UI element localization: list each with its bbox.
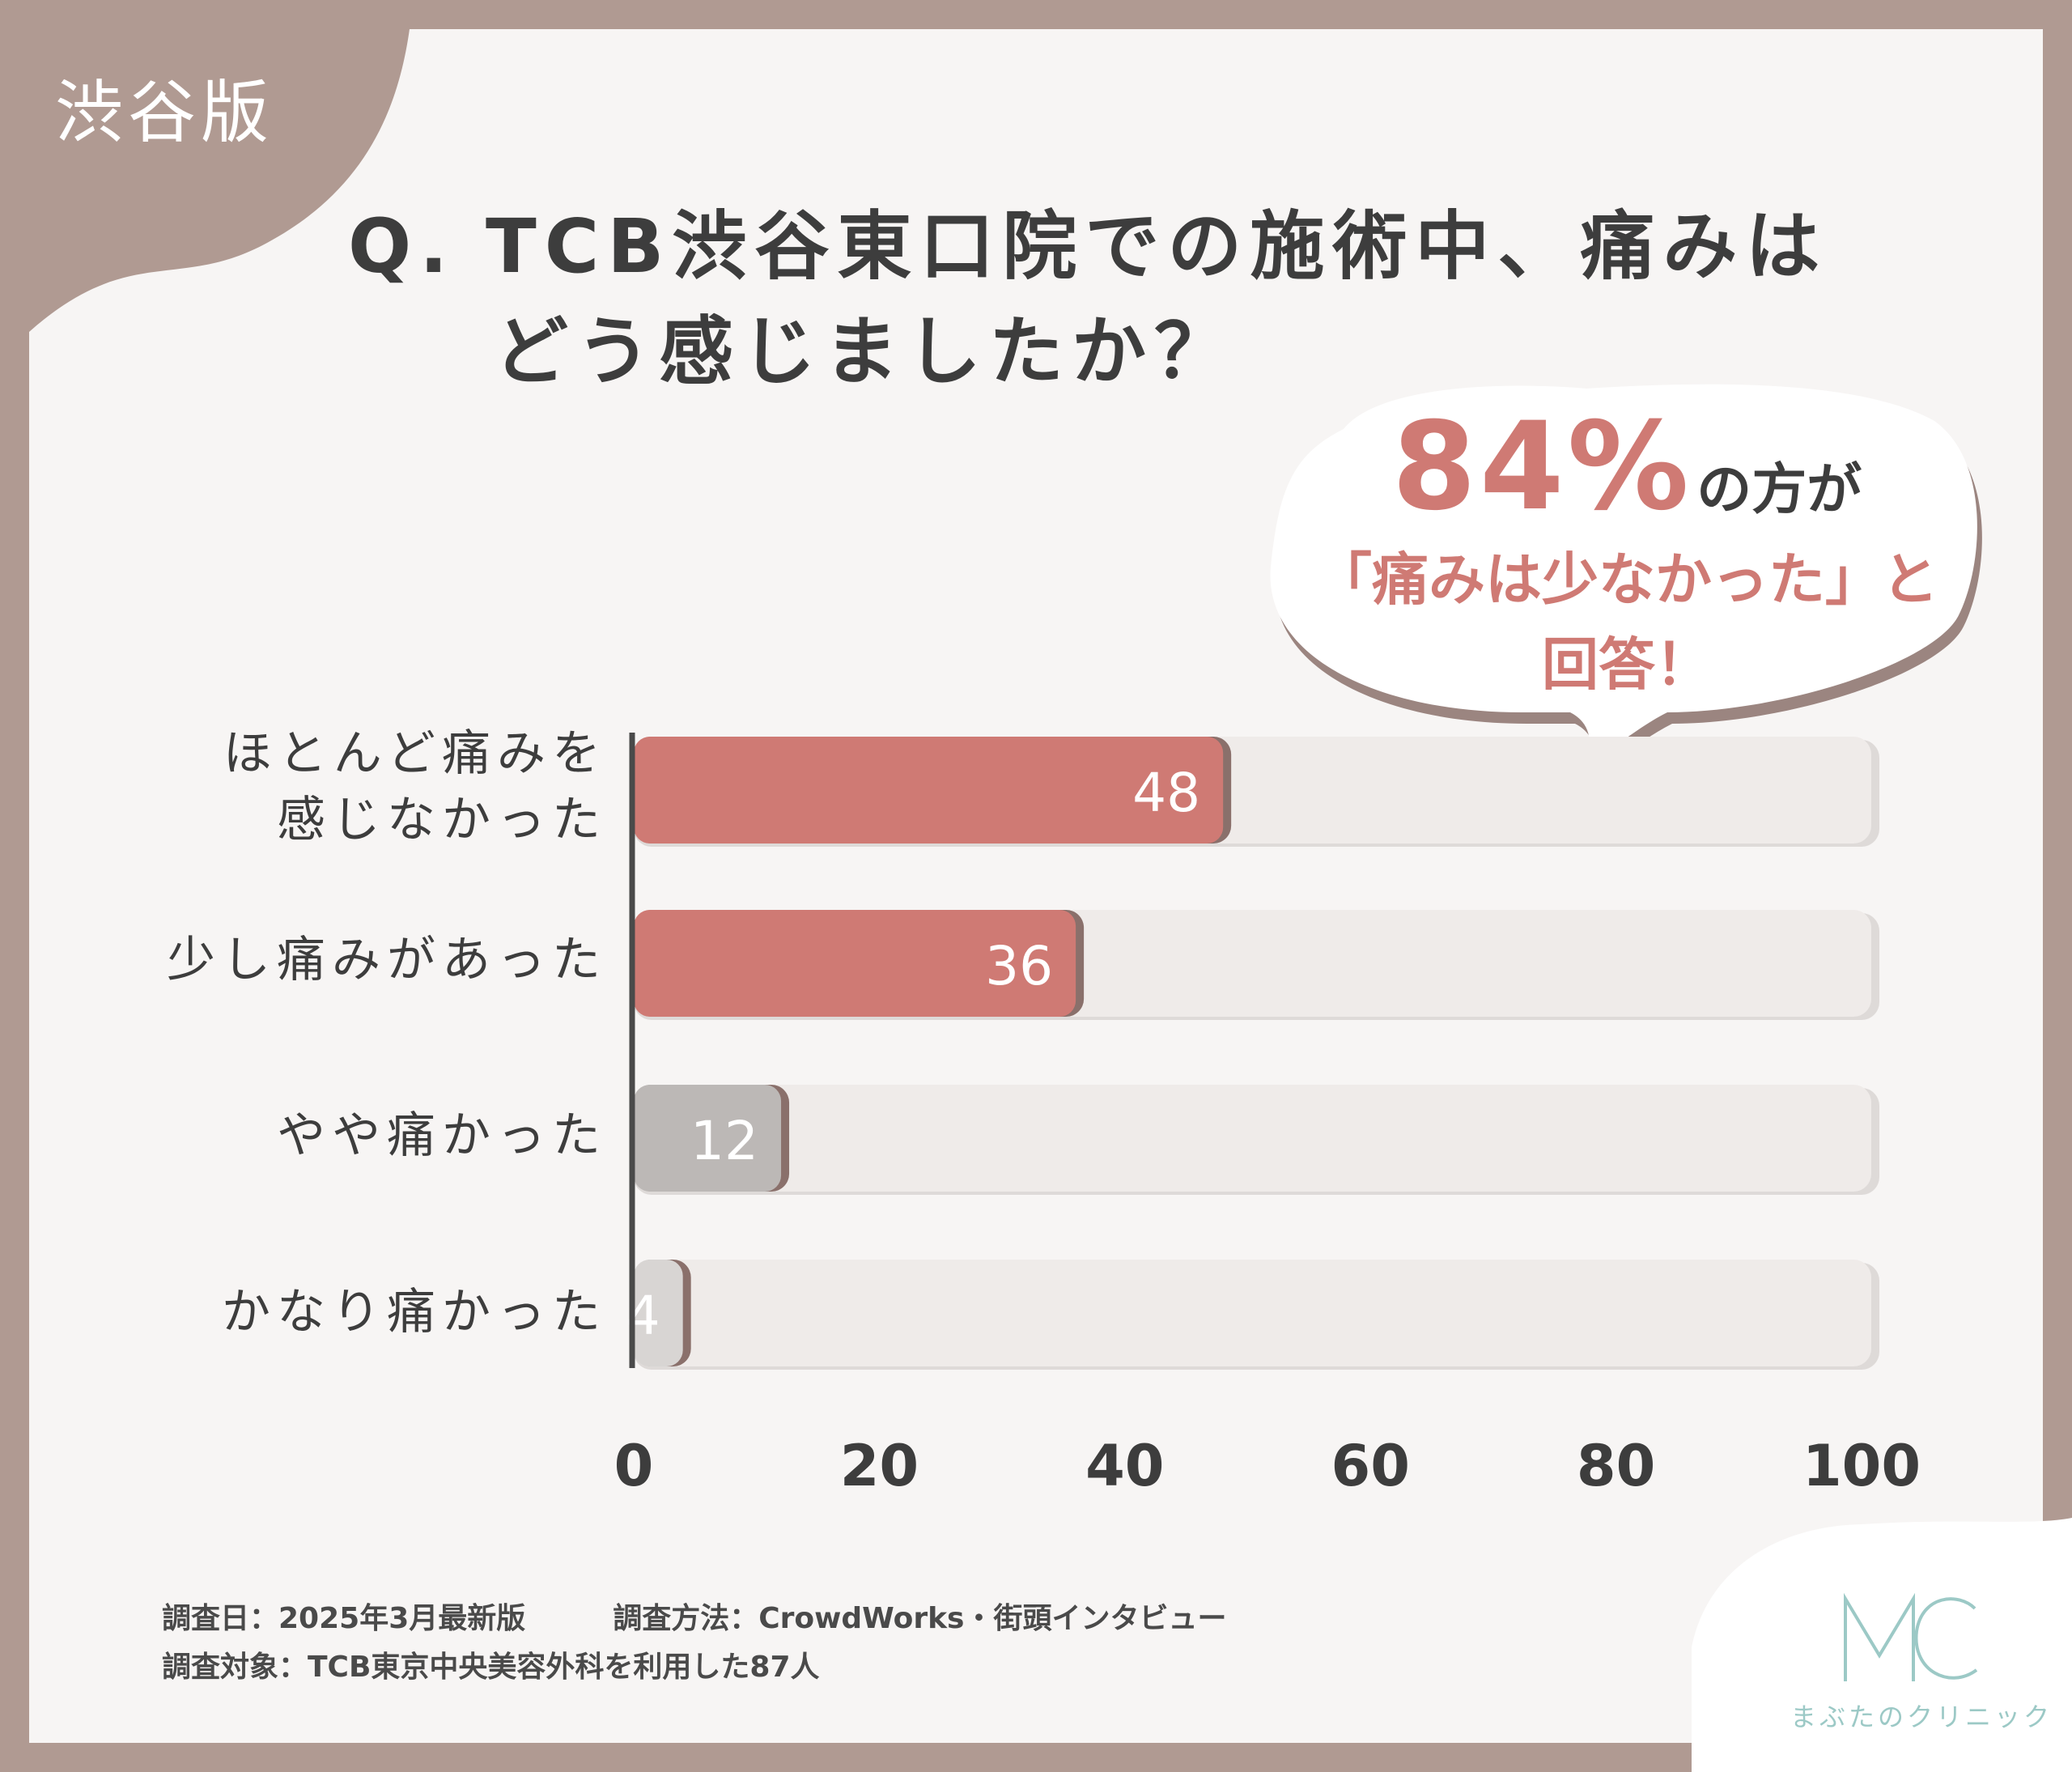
- footer-line-2: 調査対象：TCB東京中央美容外科を利用した87人: [162, 1651, 820, 1684]
- bar-value-label: 48: [1132, 762, 1200, 824]
- logo-name: まぶたのクリニック: [1790, 1702, 2053, 1732]
- question-prefix: Q.: [348, 203, 456, 290]
- category-label: 少し痛みがあった: [167, 927, 607, 993]
- footer-line-1: 調査日：2025年3月最新版 調査方法：CrowdWorks・街頭インタビュー: [162, 1602, 1227, 1635]
- category-label: ほとんど痛みを感じなかった: [223, 720, 607, 853]
- category-label-line: 少し痛みがあった: [167, 932, 607, 988]
- mc-logo-mark: [1844, 1592, 1978, 1681]
- bar-value-label: 12: [690, 1110, 758, 1172]
- content-panel: [29, 29, 2043, 1743]
- callout-line-3: 回答！: [1542, 631, 1712, 698]
- category-label: かなり痛かった: [222, 1279, 607, 1345]
- x-tick-label: 0: [614, 1433, 654, 1499]
- bar-track: [634, 1260, 1871, 1366]
- category-label-line: 感じなかった: [277, 792, 607, 848]
- category-label-line: やや痛かった: [277, 1107, 607, 1164]
- bar: [634, 737, 1224, 844]
- bar: [634, 910, 1076, 1017]
- x-tick-label: 40: [1085, 1433, 1164, 1499]
- x-tick-label: 20: [840, 1433, 919, 1499]
- bar-track: [634, 1085, 1871, 1192]
- bar: [634, 1260, 683, 1366]
- category-label-line: ほとんど痛みを: [223, 725, 607, 782]
- bar-value-label: 36: [985, 935, 1053, 997]
- corner-tab-shape: [0, 0, 413, 332]
- x-tick-label: 60: [1331, 1433, 1409, 1499]
- question-line-1: TCB渋谷東口院での施術中、痛みは: [486, 203, 1828, 290]
- callout-line-2: 「痛みは少なかった」と: [1315, 546, 1938, 613]
- logo-badge: [1692, 1518, 2072, 1772]
- callout-line-1: 84% の方が: [1263, 397, 1991, 538]
- x-tick-label: 80: [1577, 1433, 1655, 1499]
- question-line-2: どう感じましたか？: [494, 308, 1238, 395]
- corner-tab-label: 渋谷版: [55, 73, 274, 152]
- x-tick-label: 100: [1802, 1433, 1921, 1499]
- callout-suffix: の方が: [1696, 458, 1862, 522]
- bar: [634, 1085, 782, 1192]
- callout-percent: 84%: [1391, 397, 1692, 538]
- category-label: やや痛かった: [277, 1103, 607, 1169]
- category-label-line: かなり痛かった: [222, 1284, 607, 1341]
